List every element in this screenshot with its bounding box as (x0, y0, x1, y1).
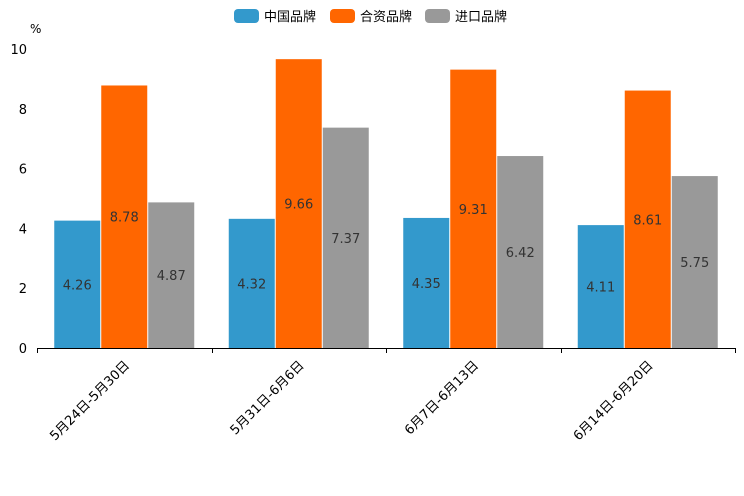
bar (497, 156, 544, 348)
y-tick-label: 10 (10, 43, 27, 58)
bars: 4.26 8.78 4.87 4.32 9.66 7.37 4.35 9.31 6.42 4.11… (54, 59, 718, 349)
data-label: 8.78 (110, 211, 139, 226)
y-axis-unit-label: % (30, 22, 41, 36)
bar (322, 127, 369, 349)
bar (450, 69, 497, 349)
bar (54, 220, 101, 348)
legend-swatch (425, 9, 450, 23)
legend-swatch (330, 9, 355, 23)
data-label: 6.42 (506, 246, 535, 261)
data-label: 8.61 (633, 213, 662, 228)
data-label: 5.75 (680, 256, 709, 271)
bar (101, 85, 148, 348)
data-label: 4.26 (63, 278, 92, 293)
data-label: 4.35 (412, 277, 441, 292)
bar (671, 176, 718, 348)
bar (624, 90, 671, 348)
y-axis: 0 2 4 6 8 10 (10, 43, 27, 357)
data-label: 4.32 (237, 277, 266, 292)
legend-label: 中国品牌 (264, 9, 316, 25)
x-tick-label: 6月7日-6月13日 (402, 358, 482, 438)
data-label: 7.37 (331, 232, 360, 247)
data-label: 4.11 (586, 281, 615, 296)
x-tick-label: 6月14日-6月20日 (571, 358, 657, 444)
legend-label: 进口品牌 (455, 9, 507, 25)
x-tick-label: 5月24日-5月30日 (47, 358, 133, 444)
bar (228, 218, 275, 348)
bar (577, 225, 624, 348)
y-tick-label: 4 (19, 222, 27, 237)
x-axis: 5月24日-5月30日 5月31日-6月6日 6月7日-6月13日 6月14日-6月2… (37, 348, 736, 444)
data-label: 9.66 (284, 198, 313, 213)
y-tick-label: 2 (19, 282, 27, 297)
bar (148, 202, 195, 348)
y-tick-label: 0 (19, 342, 27, 357)
data-label: 9.31 (459, 203, 488, 218)
y-tick-label: 6 (19, 163, 27, 178)
bar (275, 59, 322, 348)
legend-label: 合资品牌 (360, 9, 412, 25)
legend-swatch (234, 9, 259, 23)
x-tick-label: 5月31日-6月6日 (228, 358, 308, 438)
y-tick-label: 8 (19, 103, 27, 118)
data-label: 4.87 (157, 269, 186, 284)
bar (403, 217, 450, 348)
legend: 中国品牌 合资品牌 进口品牌 (234, 9, 507, 25)
